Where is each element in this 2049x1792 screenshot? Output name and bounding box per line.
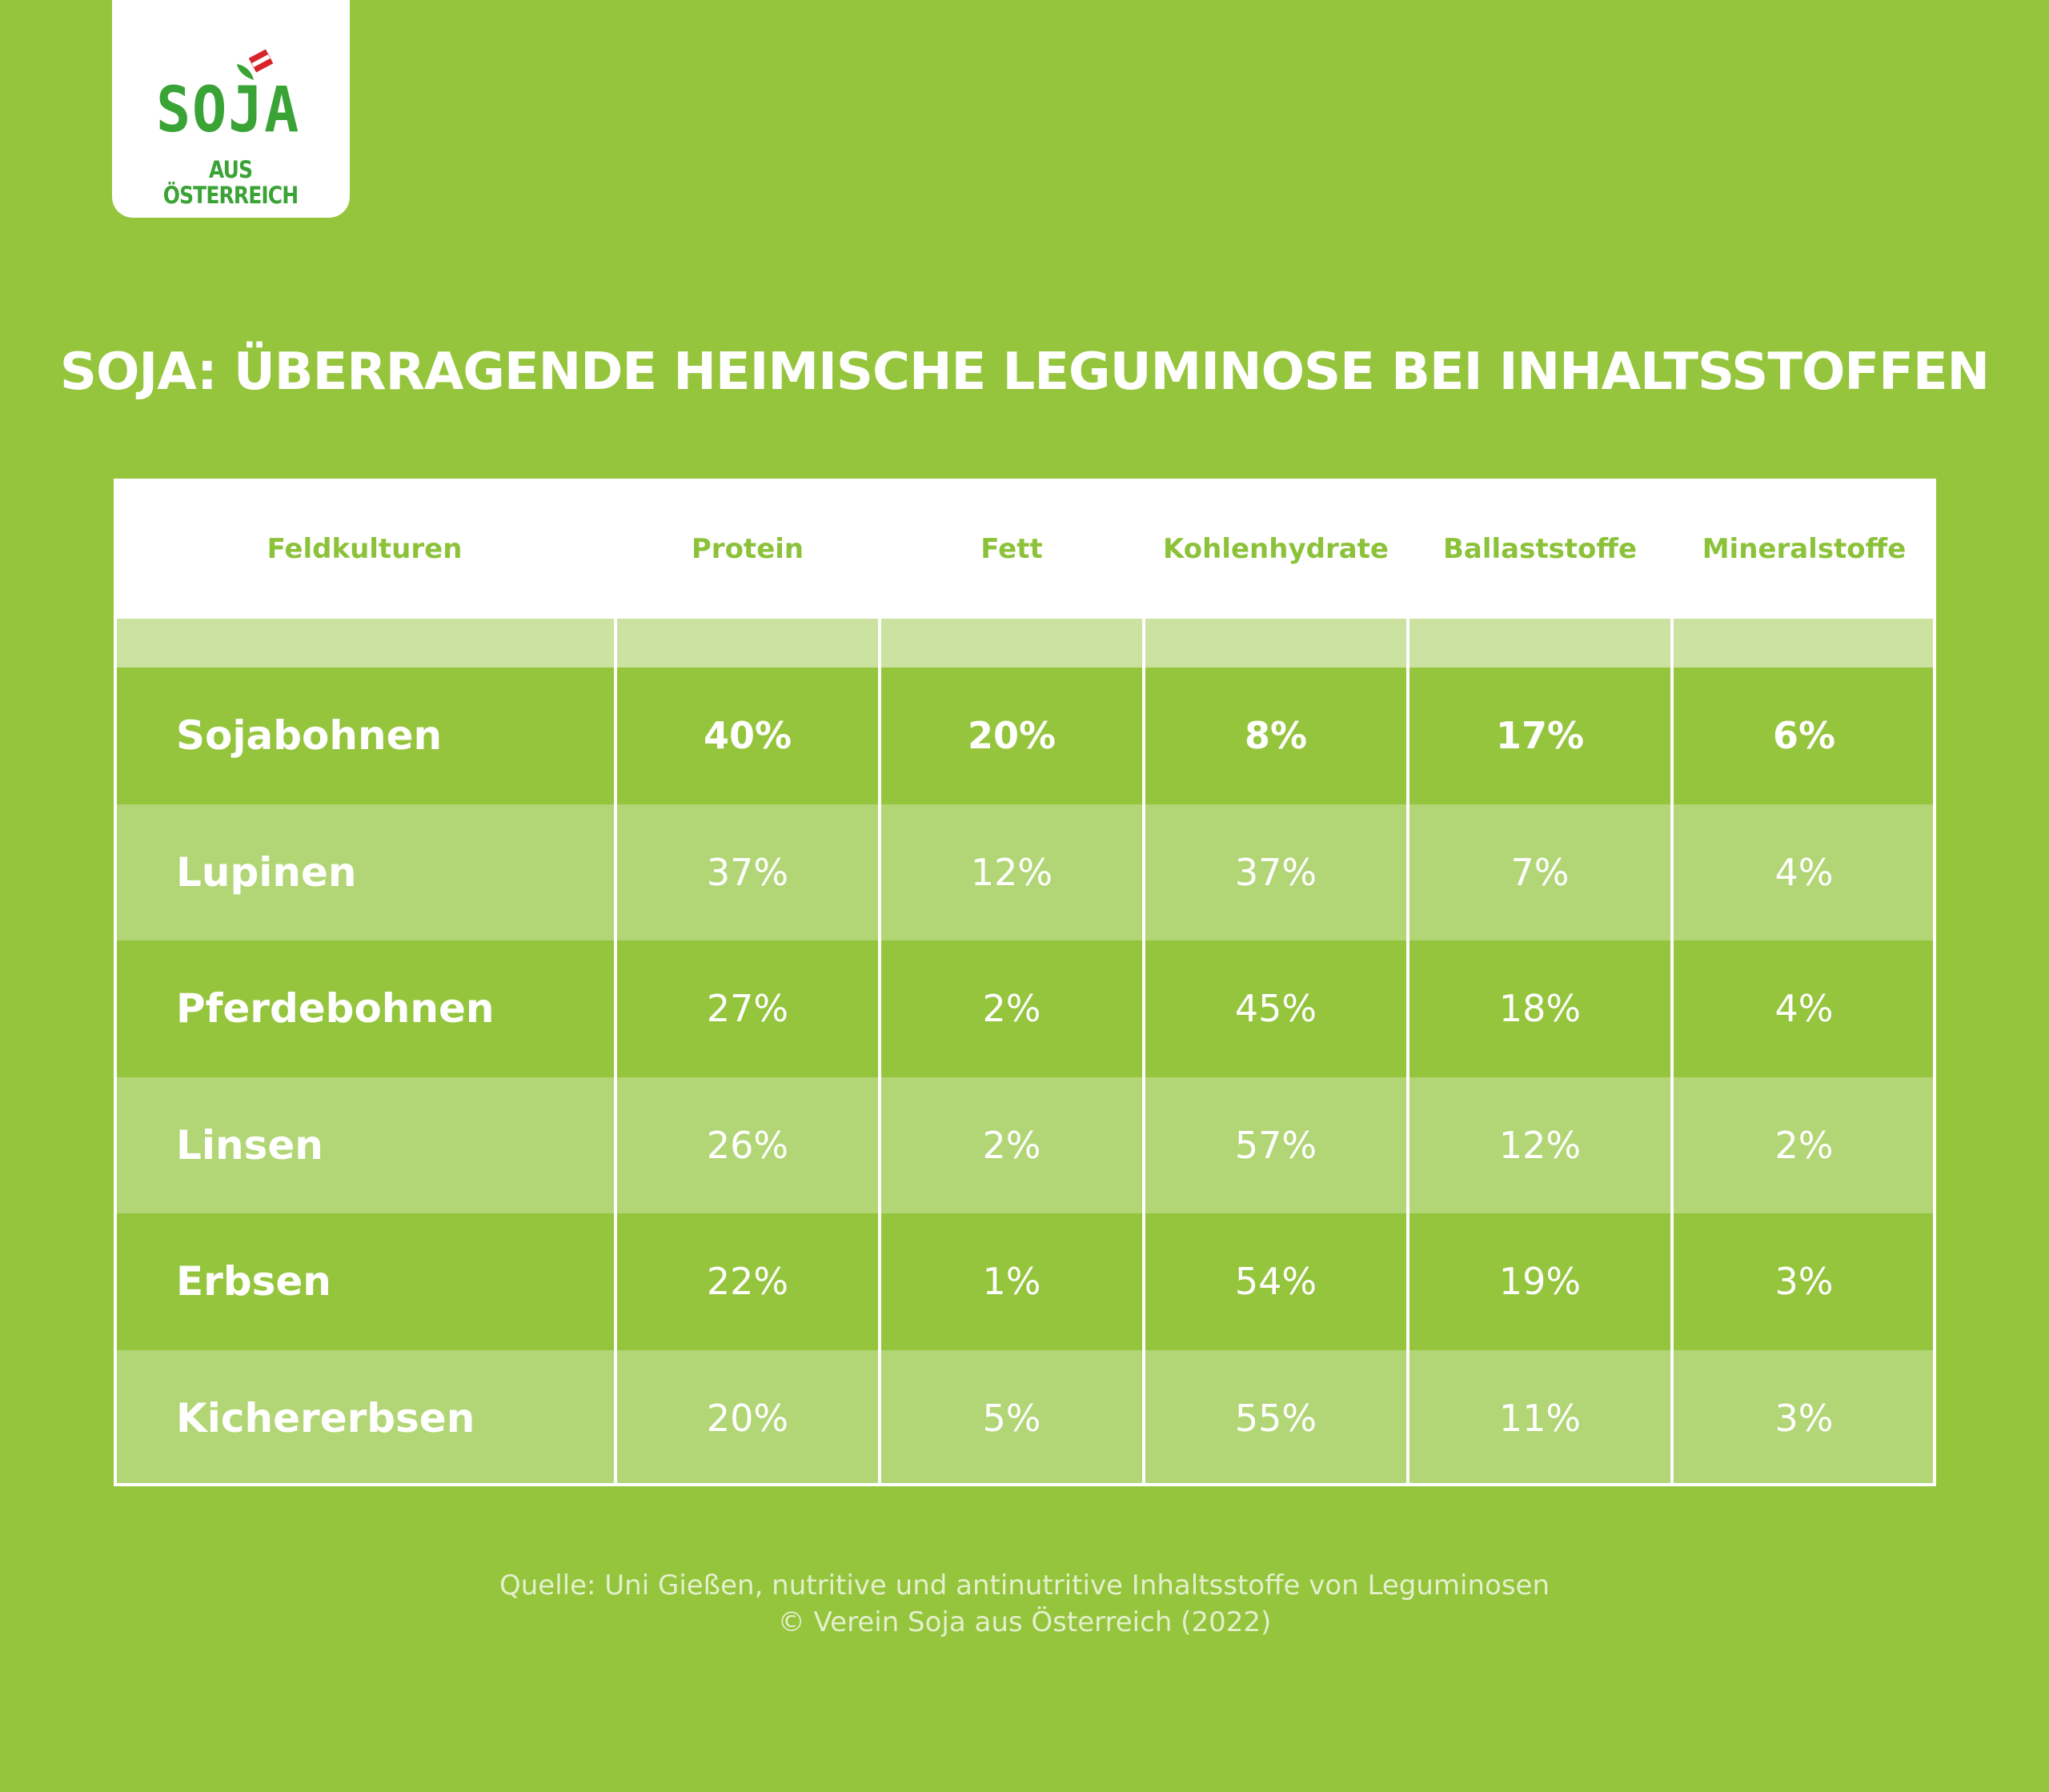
value-cell: 4% [1774, 850, 1834, 894]
value-cell: 20% [706, 1396, 789, 1440]
value-cell: 4% [1774, 987, 1834, 1031]
logo: SOJA AUS ÖSTERREICH [112, 0, 350, 218]
column-divider [1142, 479, 1145, 1486]
logo-subline: AUS ÖSTERREICH [162, 156, 299, 209]
column-header: Feldkulturen [267, 532, 463, 565]
value-cell: 12% [970, 850, 1053, 894]
leaf-flag-icon [237, 49, 274, 80]
logo-brand: SOJA [156, 74, 301, 146]
value-cell: 5% [982, 1396, 1041, 1440]
value-cell: 37% [706, 850, 789, 894]
crop-name: Lupinen [176, 848, 357, 896]
column-header: Mineralstoffe [1702, 532, 1907, 565]
column-divider [878, 479, 881, 1486]
table-row [114, 940, 1936, 1077]
value-cell: 54% [1234, 1260, 1317, 1304]
column-divider [614, 479, 617, 1486]
value-cell: 20% [967, 714, 1057, 758]
value-cell: 12% [1498, 1123, 1582, 1167]
value-cell: 57% [1234, 1123, 1317, 1167]
value-cell: 3% [1774, 1260, 1834, 1304]
column-header: Kohlenhydrate [1163, 532, 1389, 565]
value-cell: 40% [703, 714, 792, 758]
table-border [114, 1483, 1936, 1486]
crop-name: Linsen [176, 1121, 323, 1169]
source-line: Quelle: Uni Gießen, nutritive und antinu… [499, 1570, 1550, 1602]
nutrient-table: Feldkulturen Protein Fett Kohlenhydrate Ball… [114, 479, 1936, 1487]
table-border [114, 479, 117, 1486]
value-cell: 1% [982, 1260, 1041, 1304]
value-cell: 27% [706, 987, 789, 1031]
crop-name: Sojabohnen [176, 712, 443, 760]
table-row [114, 1213, 1936, 1350]
value-cell: 17% [1495, 714, 1585, 758]
value-cell: 2% [1774, 1123, 1834, 1167]
value-cell: 18% [1498, 987, 1582, 1031]
table-header-background [114, 479, 1936, 619]
value-cell: 45% [1234, 987, 1317, 1031]
value-cell: 19% [1498, 1260, 1582, 1304]
column-header: Ballaststoffe [1442, 532, 1638, 565]
value-cell: 7% [1510, 850, 1570, 894]
crop-name: Kichererbsen [176, 1394, 475, 1441]
table-spacer-row [114, 619, 1936, 667]
value-cell: 2% [982, 1123, 1041, 1167]
table-border [1933, 479, 1936, 1486]
value-cell: 55% [1234, 1396, 1317, 1440]
value-cell: 6% [1772, 714, 1836, 758]
crop-name: Erbsen [176, 1258, 331, 1305]
crop-name: Pferdebohnen [176, 985, 495, 1032]
column-header: Protein [691, 532, 804, 565]
value-cell: 37% [1234, 850, 1317, 894]
value-cell: 2% [982, 987, 1041, 1031]
table-row [114, 804, 1936, 940]
value-cell: 22% [706, 1260, 789, 1304]
column-header: Fett [980, 532, 1043, 565]
page-title: SOJA: ÜBERRAGENDE HEIMISCHE LEGUMINOSE B… [59, 343, 1990, 402]
source-note: Quelle: Uni Gießen, nutritive und antinu… [0, 1567, 2049, 1641]
column-divider [1406, 479, 1409, 1486]
value-cell: 8% [1244, 714, 1308, 758]
copyright-line: © Verein Soja aus Österreich (2022) [777, 1606, 1272, 1638]
table-row [114, 1349, 1936, 1486]
table-row [114, 667, 1936, 804]
value-cell: 3% [1774, 1396, 1834, 1440]
value-cell: 26% [706, 1123, 789, 1167]
value-cell: 11% [1498, 1396, 1582, 1440]
table-row [114, 1076, 1936, 1213]
column-divider [1670, 479, 1674, 1486]
